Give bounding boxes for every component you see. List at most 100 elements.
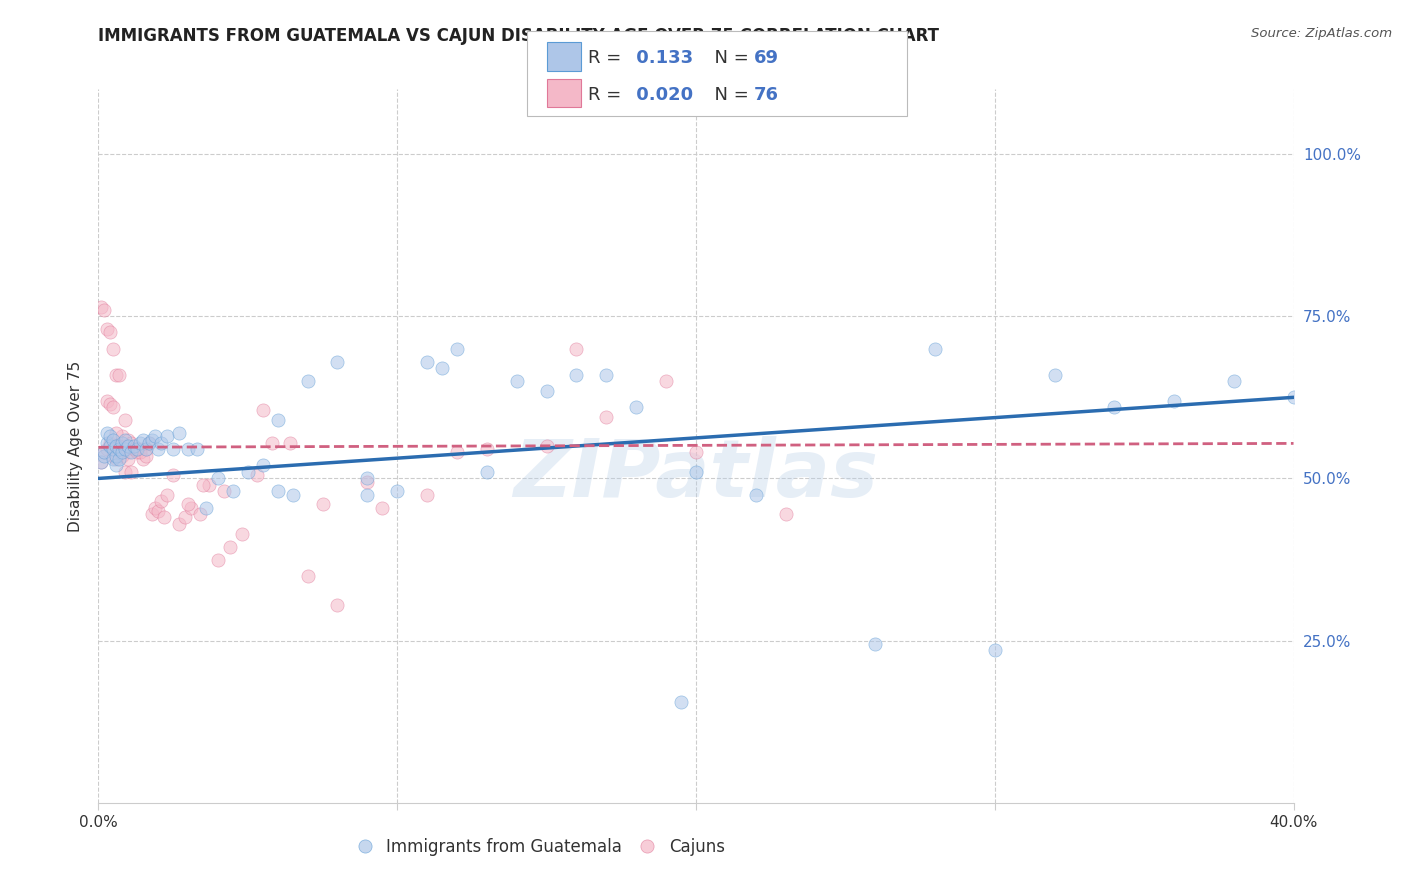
Point: [105, 449, 128, 463]
Point: [356, 475, 378, 489]
Point: [865, 637, 887, 651]
Point: [93, 445, 115, 459]
Point: [297, 568, 319, 582]
Point: [356, 488, 378, 502]
Point: [745, 488, 768, 502]
Point: [685, 465, 707, 479]
Point: [96, 393, 118, 408]
Point: [207, 552, 229, 566]
Point: [103, 400, 125, 414]
Point: [311, 497, 333, 511]
Point: [180, 500, 202, 515]
Point: [162, 442, 184, 457]
Point: [117, 452, 139, 467]
Point: [446, 445, 468, 459]
Point: [167, 516, 190, 531]
Point: [108, 439, 131, 453]
Point: [129, 442, 152, 457]
Point: [135, 442, 157, 457]
Point: [446, 342, 468, 356]
Point: [1104, 400, 1126, 414]
Point: [90, 455, 112, 469]
Point: [120, 445, 142, 459]
Point: [117, 433, 139, 447]
Point: [120, 435, 142, 450]
Point: [90, 455, 112, 469]
Point: [111, 435, 134, 450]
Point: [475, 465, 498, 479]
Point: [536, 439, 558, 453]
Point: [114, 439, 136, 453]
Point: [127, 445, 149, 459]
Point: [177, 497, 200, 511]
Point: [105, 425, 128, 440]
Point: [252, 458, 274, 473]
Point: [93, 445, 115, 459]
Point: [595, 368, 617, 382]
Text: IMMIGRANTS FROM GUATEMALA VS CAJUN DISABILITY AGE OVER 75 CORRELATION CHART: IMMIGRANTS FROM GUATEMALA VS CAJUN DISAB…: [98, 27, 939, 45]
Point: [536, 384, 558, 398]
Point: [114, 413, 136, 427]
Point: [475, 442, 498, 457]
Text: N =: N =: [703, 86, 755, 103]
Point: [111, 445, 134, 459]
Point: [105, 458, 128, 473]
Point: [93, 302, 115, 317]
Point: [162, 468, 184, 483]
Point: [326, 354, 349, 368]
Point: [219, 540, 242, 554]
Point: [326, 598, 349, 612]
Point: [669, 695, 692, 709]
Point: [103, 442, 125, 457]
Point: [191, 478, 214, 492]
Point: [252, 403, 274, 417]
Point: [416, 354, 439, 368]
Point: [129, 445, 152, 459]
Point: [98, 397, 122, 411]
Point: [111, 445, 134, 459]
Point: [138, 435, 160, 450]
Text: 0.133: 0.133: [630, 49, 693, 68]
Y-axis label: Disability Age Over 75: Disability Age Over 75: [67, 360, 83, 532]
Point: [98, 429, 122, 443]
Point: [506, 374, 529, 388]
Point: [177, 442, 200, 457]
Point: [278, 435, 301, 450]
Point: [984, 643, 1007, 657]
Text: R =: R =: [588, 49, 627, 68]
Point: [96, 425, 118, 440]
Point: [105, 452, 128, 467]
Point: [127, 442, 149, 457]
Point: [98, 435, 122, 450]
Point: [775, 507, 797, 521]
Point: [207, 471, 229, 485]
Point: [96, 442, 118, 457]
Point: [148, 442, 170, 457]
Point: [141, 507, 163, 521]
Point: [626, 400, 648, 414]
Point: [103, 433, 125, 447]
Text: ZIPatlas: ZIPatlas: [513, 435, 879, 514]
Text: 0.020: 0.020: [630, 86, 693, 103]
Legend: Immigrants from Guatemala, Cajuns: Immigrants from Guatemala, Cajuns: [350, 831, 731, 863]
Point: [124, 439, 146, 453]
Point: [246, 468, 269, 483]
Point: [117, 439, 139, 453]
Point: [655, 374, 678, 388]
Point: [98, 326, 122, 340]
Point: [150, 494, 173, 508]
Point: [129, 435, 152, 450]
Point: [141, 433, 163, 447]
Text: N =: N =: [703, 49, 755, 68]
Point: [212, 484, 235, 499]
Point: [222, 484, 245, 499]
Point: [156, 429, 179, 443]
Point: [127, 442, 149, 457]
Point: [108, 452, 131, 467]
Point: [1043, 368, 1066, 382]
Point: [103, 342, 125, 356]
Point: [1223, 374, 1246, 388]
Point: [231, 526, 253, 541]
Point: [153, 510, 176, 524]
Point: [132, 433, 155, 447]
